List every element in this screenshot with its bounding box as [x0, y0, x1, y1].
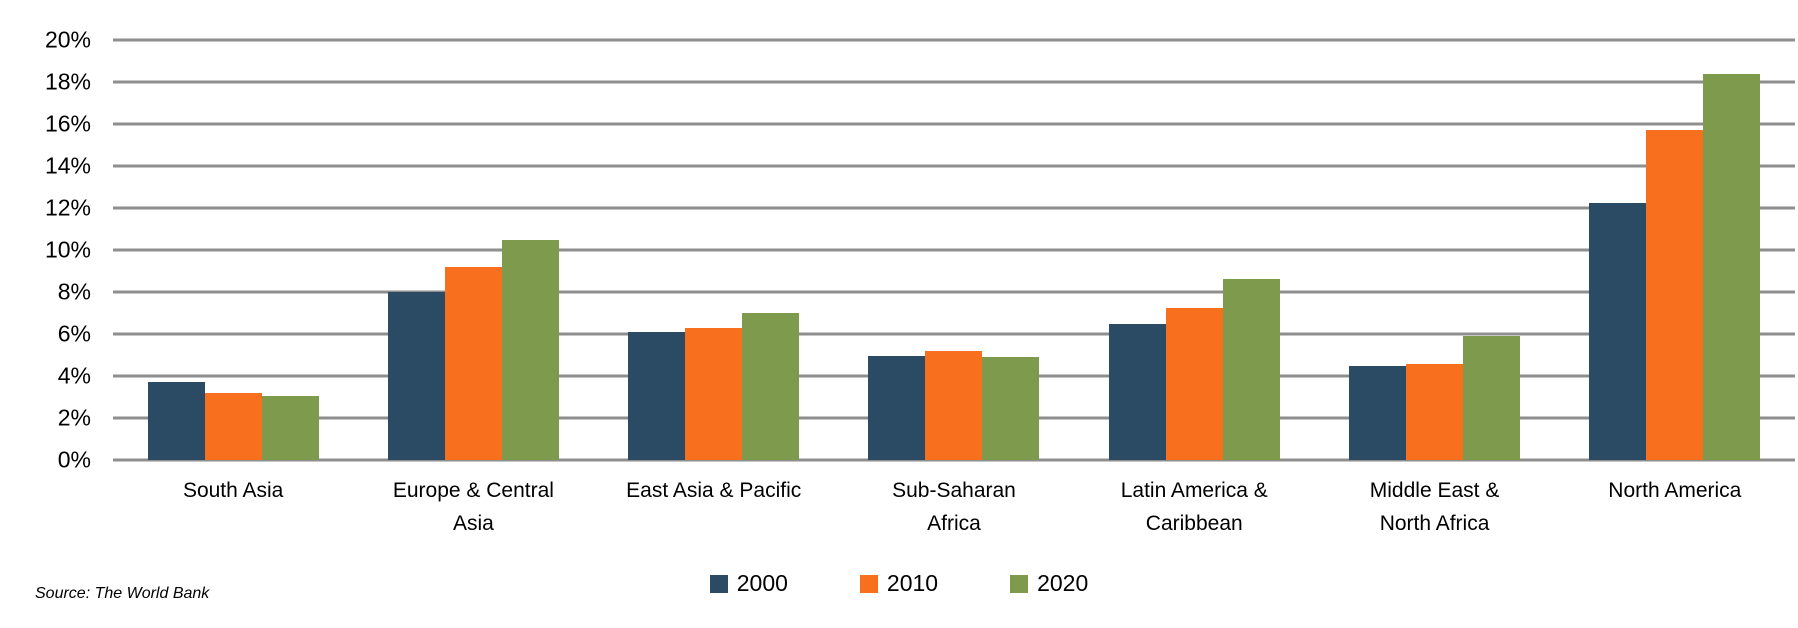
legend-label-2020: 2020 — [1037, 570, 1089, 596]
gridline-14 — [113, 164, 1795, 168]
bar-group-4 — [834, 40, 1074, 460]
x-axis-label-6: Middle East & North Africa — [1369, 479, 1500, 535]
legend-label-2010: 2010 — [886, 570, 939, 596]
legend-item-2020: 2020 — [1010, 572, 1088, 595]
x-axis-label-cell-7: North America — [1555, 474, 1795, 540]
bar-groups-container — [113, 40, 1795, 460]
x-axis-label-cell-1: South Asia — [113, 474, 353, 540]
x-axis-label-4: Sub-Saharan Africa — [892, 479, 1016, 535]
bar-group-6 — [1314, 40, 1554, 460]
bar-2000-7 — [1589, 202, 1647, 460]
gridline-0 — [113, 458, 1795, 462]
bar-2000-4 — [868, 356, 926, 460]
bar-2010-2 — [444, 266, 502, 460]
x-axis-label-2: Europe & Central Asia — [392, 479, 554, 535]
bar-2020-6 — [1463, 336, 1521, 460]
bar-2010-6 — [1406, 364, 1464, 460]
x-axis-label-7: North America — [1608, 479, 1742, 502]
x-axis-label-cell-5: Latin America & Caribbean — [1074, 474, 1314, 540]
bar-2020-5 — [1222, 279, 1280, 460]
y-axis-tick-label-4: 4% — [57, 362, 91, 389]
legend-item-2010: 2010 — [859, 570, 939, 596]
y-axis-tick-label-6: 6% — [57, 320, 91, 347]
bar-2000-1 — [147, 382, 205, 460]
source-note: Source: The World Bank — [35, 585, 210, 602]
bar-group-7 — [1555, 40, 1795, 460]
y-axis-tick-label-12: 12% — [44, 194, 91, 221]
bar-2010-5 — [1165, 307, 1223, 460]
bar-2000-3 — [628, 331, 686, 460]
x-axis-label-3: East Asia & Pacific — [626, 479, 802, 502]
bar-2020-2 — [501, 239, 559, 460]
bar-2000-2 — [387, 292, 445, 460]
x-axis-label-cell-6: Middle East & North Africa — [1314, 474, 1554, 540]
bar-group-1 — [113, 40, 353, 460]
gridline-8 — [113, 290, 1795, 294]
y-axis-tick-label-0: 0% — [57, 446, 91, 473]
legend-swatch-2020 — [1010, 574, 1029, 593]
gridline-6 — [113, 332, 1795, 336]
legend-item-2000: 2000 — [709, 570, 788, 596]
x-axis-label-cell-3: East Asia & Pacific — [594, 474, 834, 540]
bar-2010-1 — [204, 392, 262, 460]
bar-2020-7 — [1703, 73, 1761, 460]
bar-group-5 — [1074, 40, 1314, 460]
gridline-18 — [113, 80, 1795, 84]
x-axis-label-5: Latin America & Caribbean — [1120, 479, 1268, 535]
x-axis-label-cell-2: Europe & Central Asia — [353, 474, 593, 540]
y-axis-tick-label-10: 10% — [44, 236, 91, 263]
bar-group-2 — [353, 40, 593, 460]
bar-group-3 — [594, 40, 834, 460]
x-axis-label-1: South Asia — [182, 479, 284, 502]
bar-2010-3 — [685, 327, 743, 460]
bar-2000-6 — [1349, 365, 1407, 460]
gridline-12 — [113, 206, 1795, 210]
y-axis-tick-label-2: 2% — [57, 404, 91, 431]
bar-2010-7 — [1646, 130, 1704, 460]
bar-2020-3 — [742, 313, 800, 460]
bar-2010-4 — [925, 350, 983, 460]
legend-swatch-2010 — [859, 574, 878, 593]
y-axis-tick-label-8: 8% — [57, 278, 91, 305]
gridline-10 — [113, 248, 1795, 252]
y-axis-tick-label-20: 20% — [44, 26, 91, 53]
legend-swatch-2000 — [709, 574, 728, 593]
gridline-20 — [113, 38, 1795, 42]
legend-label-2000: 2000 — [736, 570, 788, 596]
gridline-16 — [113, 122, 1795, 126]
bar-2020-1 — [261, 395, 319, 460]
y-axis-tick-label-16: 16% — [44, 110, 91, 137]
x-axis-label-cell-4: Sub-Saharan Africa — [834, 474, 1074, 540]
legend: 2000 2010 2020 — [0, 572, 1798, 595]
bar-2020-4 — [982, 357, 1040, 460]
y-axis-tick-label-18: 18% — [44, 68, 91, 95]
bar-2000-5 — [1108, 323, 1166, 460]
x-axis-labels: South Asia Europe & Central Asia East Asia… — [113, 474, 1795, 540]
y-axis-tick-label-14: 14% — [44, 152, 91, 179]
plot-area: 0% 2% 4% 6% 8% 10% 12% 14% 16% 18% 20% — [45, 28, 1795, 471]
